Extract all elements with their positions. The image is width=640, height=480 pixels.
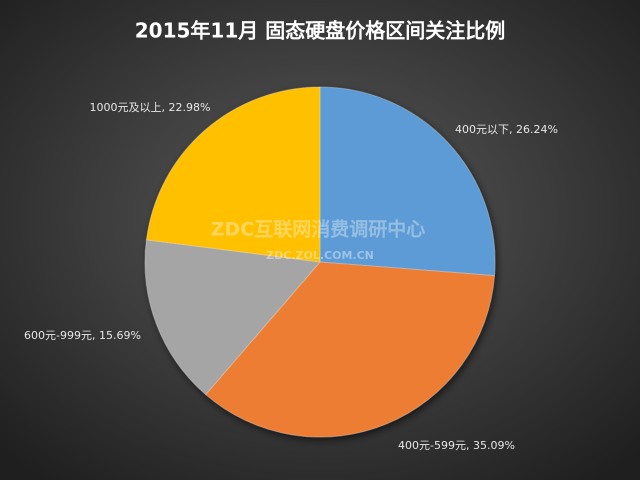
pie-slice xyxy=(204,261,496,438)
data-label: 400元以下, 26.24% xyxy=(455,123,558,136)
pie-slice xyxy=(145,86,321,263)
watermark: ZDC互联网消费调研中心 xyxy=(211,218,426,241)
chart-title: 2015年11月 固态硬盘价格区间关注比例 xyxy=(135,19,505,43)
data-label: 400元-599元, 35.09% xyxy=(398,439,515,452)
data-label: 600元-999元, 15.69% xyxy=(24,329,141,342)
pie xyxy=(144,86,496,438)
pie-slice xyxy=(319,86,496,277)
pie-slice xyxy=(144,239,321,396)
watermark-url: ZDC.ZOL.COM.CN xyxy=(266,249,374,262)
data-label: 1000元及以上, 22.98% xyxy=(90,101,211,114)
